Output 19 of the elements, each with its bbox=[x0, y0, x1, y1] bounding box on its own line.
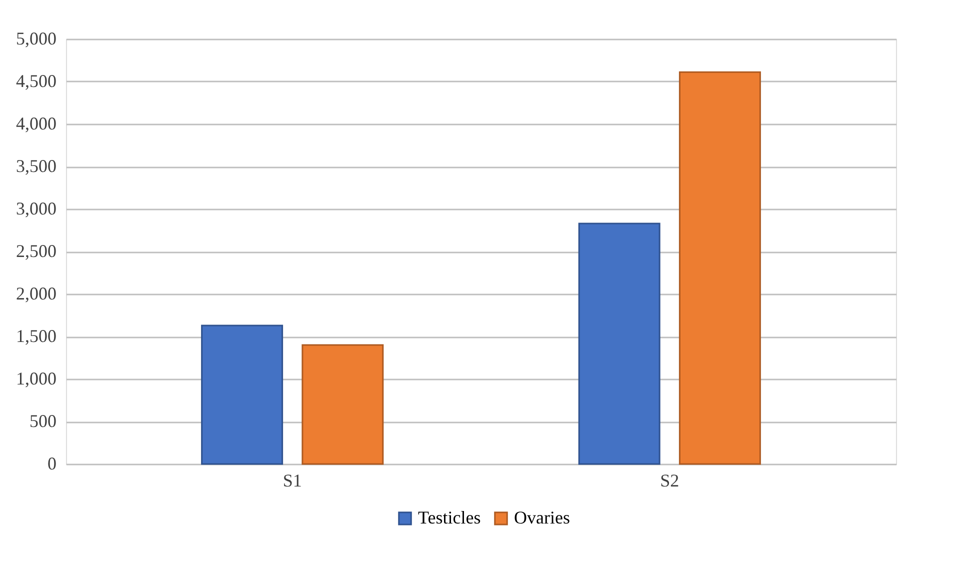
legend-label: Testicles bbox=[418, 507, 481, 528]
y-tick-label: 500 bbox=[30, 411, 56, 431]
y-tick-label: 1,500 bbox=[16, 326, 56, 346]
bar bbox=[578, 222, 660, 465]
bar bbox=[201, 324, 284, 465]
y-tick-label: 1,000 bbox=[16, 368, 56, 388]
bar bbox=[302, 344, 384, 465]
y-tick-label: 2,000 bbox=[16, 284, 56, 304]
y-tick-label: 4,000 bbox=[16, 114, 56, 134]
x-tick-label: S2 bbox=[660, 470, 680, 490]
y-tick-label: 5,000 bbox=[16, 28, 56, 48]
y-tick-label: 2,500 bbox=[16, 241, 56, 261]
y-tick-label: 3,500 bbox=[16, 156, 56, 176]
legend-label: Ovaries bbox=[514, 507, 570, 528]
y-tick-label: 0 bbox=[48, 454, 56, 474]
x-tick-label: S1 bbox=[282, 470, 302, 490]
y-tick-label: 4,500 bbox=[16, 71, 56, 91]
y-tick-label: 3,000 bbox=[16, 198, 56, 218]
bar bbox=[678, 71, 761, 465]
